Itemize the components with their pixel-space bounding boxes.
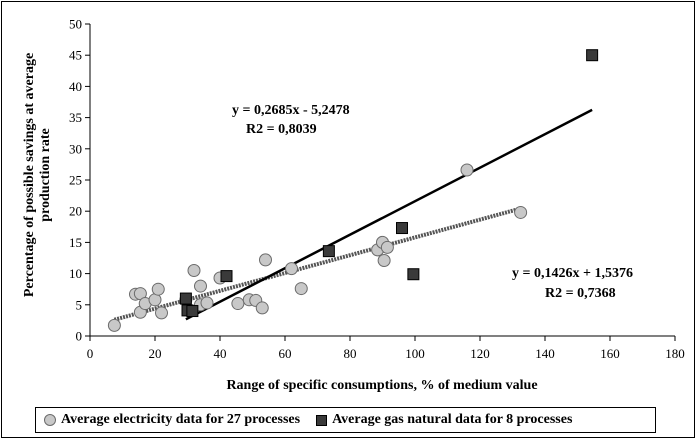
electricity-point [514, 205, 528, 219]
gas-trendline [185, 108, 593, 321]
y-tick-label: 10 [69, 266, 82, 281]
electricity-trendline [113, 206, 522, 322]
y-tick-label: 15 [69, 235, 82, 250]
y-tick-label: 25 [69, 173, 82, 188]
electricity-point [285, 262, 298, 276]
gas-point [179, 292, 192, 305]
gas-trend-equation: y = 0,2685x - 5,2478 [232, 103, 350, 118]
electricity-point [380, 240, 394, 254]
legend: Average electricity data for 27 processe… [35, 407, 656, 433]
gas-point [586, 49, 599, 62]
y-axis-label-line-2: production rate [38, 128, 53, 221]
x-tick-label: 140 [535, 346, 555, 361]
gas-point [322, 245, 335, 258]
x-tick-label: 0 [87, 346, 94, 361]
electricity-point [194, 279, 207, 293]
x-tick-label: 60 [279, 346, 292, 361]
circle-marker-icon [44, 414, 56, 426]
x-tick-label: 180 [665, 346, 685, 361]
electricity-point [200, 296, 214, 310]
y-tick-label: 40 [69, 79, 82, 94]
x-tick-label: 40 [214, 346, 227, 361]
y-axis-label: Percentage of possible savings at averag… [22, 53, 53, 297]
square-marker-icon [316, 414, 328, 426]
gas-point [396, 222, 408, 235]
y-tick-label: 20 [69, 204, 82, 219]
electricity-trend-r2: R2 = 0,7368 [545, 286, 616, 301]
legend-label-electricity: Average electricity data for 27 processe… [61, 412, 301, 427]
electricity-point [255, 301, 269, 315]
data-points [107, 49, 599, 332]
electricity-point [460, 163, 474, 177]
y-tick-label: 45 [69, 48, 82, 63]
y-tick-label: 30 [69, 141, 82, 156]
y-tick-label: 35 [69, 110, 82, 125]
x-tick-label: 120 [470, 346, 490, 361]
x-tick-label: 80 [344, 346, 357, 361]
electricity-point [377, 253, 391, 267]
electricity-point [107, 318, 121, 332]
electricity-point [187, 263, 201, 277]
gas-point [186, 305, 199, 318]
chart-labels: Range of specific consumptions, % of med… [22, 53, 633, 393]
y-tick-label: 5 [76, 297, 83, 312]
axes: 0 20 40 60 80 100 120 140 160 180 0 5 10 15 20 25 30 35 40… [69, 17, 685, 362]
x-tick-label: 20 [149, 346, 162, 361]
electricity-point [151, 282, 165, 296]
electricity-point [259, 253, 272, 267]
legend-label-gas: Average gas natural data for 8 processes [332, 412, 573, 427]
x-tick-label: 160 [600, 346, 620, 361]
electricity-point [231, 297, 245, 311]
legend-item-electricity: Average electricity data for 27 processe… [44, 412, 300, 428]
y-axis-label-line-1: Percentage of possible savings at averag… [22, 53, 37, 297]
gas-trend-r2: R2 = 0,8039 [246, 122, 317, 137]
y-tick-label: 0 [76, 329, 83, 344]
gas-point [220, 270, 233, 283]
y-tick-label: 50 [69, 17, 82, 32]
electricity-point [294, 282, 308, 296]
electricity-point [155, 306, 168, 320]
electricity-trend-equation: y = 0,1426x + 1,5376 [512, 266, 633, 281]
legend-item-gas: Average gas natural data for 8 processes [316, 412, 572, 428]
gas-point [407, 268, 420, 281]
x-tick-label: 100 [405, 346, 425, 361]
x-axis-label: Range of specific consumptions, % of med… [226, 378, 537, 393]
